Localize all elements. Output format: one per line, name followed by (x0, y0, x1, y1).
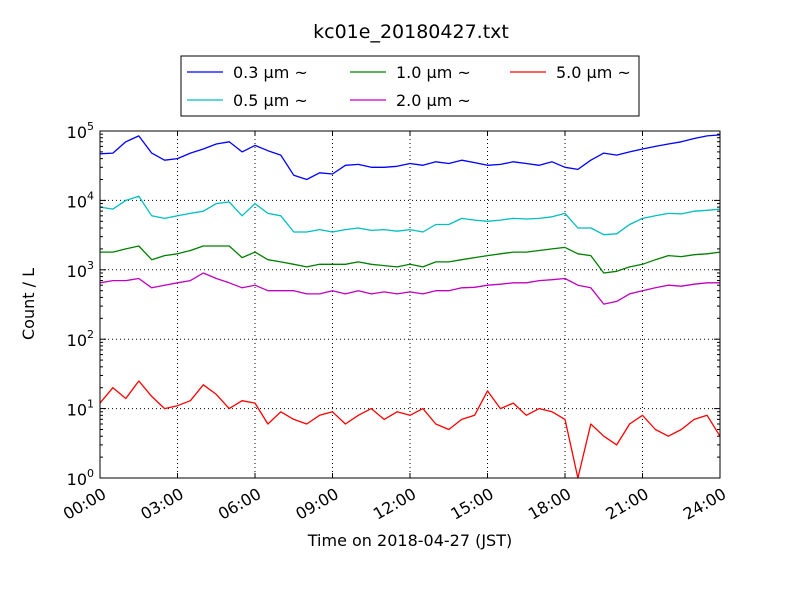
legend-label-0: 0.3 μm ~ (233, 63, 308, 82)
series-line-2 (100, 245, 721, 274)
y-tick-base: 10 (67, 401, 87, 420)
legend: 0.3 μm ~ 0.5 μm ~ 1.0 μm ~ 2.0 μm ~ 5.0 μm ~ (180, 55, 640, 117)
legend-label-4: 5.0 μm ~ (556, 63, 631, 82)
y-tick-label: 105 (67, 120, 94, 142)
y-axis-label: Count / L (19, 268, 38, 340)
series-line-4 (99, 380, 721, 479)
y-tick-exponent: 0 (87, 467, 94, 480)
y-tick-exponent: 2 (87, 328, 94, 341)
y-tick-label: 101 (67, 398, 94, 420)
y-tick-base: 10 (67, 262, 87, 281)
y-tick-base: 10 (67, 192, 87, 211)
series-group (99, 134, 721, 479)
y-tick-base: 10 (67, 470, 87, 489)
y-tick-exponent: 4 (87, 189, 94, 202)
y-tick-base: 10 (67, 123, 87, 142)
series-line-3 (99, 272, 720, 305)
legend-label-1: 0.5 μm ~ (233, 91, 308, 110)
y-tick-label: 103 (67, 259, 94, 281)
grid (100, 131, 720, 478)
y-tick-label: 100 (67, 467, 94, 489)
series-line-0 (99, 134, 721, 181)
legend-label-3: 2.0 μm ~ (396, 91, 471, 110)
y-tick-exponent: 3 (87, 259, 94, 272)
x-axis-label: Time on 2018-04-27 (JST) (307, 531, 512, 550)
y-tick-exponent: 1 (87, 398, 94, 411)
legend-box (180, 55, 640, 117)
y-tick-label: 102 (67, 328, 94, 350)
y-tick-exponent: 5 (87, 120, 94, 133)
y-tick-label: 104 (67, 189, 94, 211)
legend-label-2: 1.0 μm ~ (396, 63, 471, 82)
series-line-1 (99, 195, 721, 236)
chart-title: kc01e_20180427.txt (313, 21, 509, 43)
y-tick-base: 10 (67, 331, 87, 350)
